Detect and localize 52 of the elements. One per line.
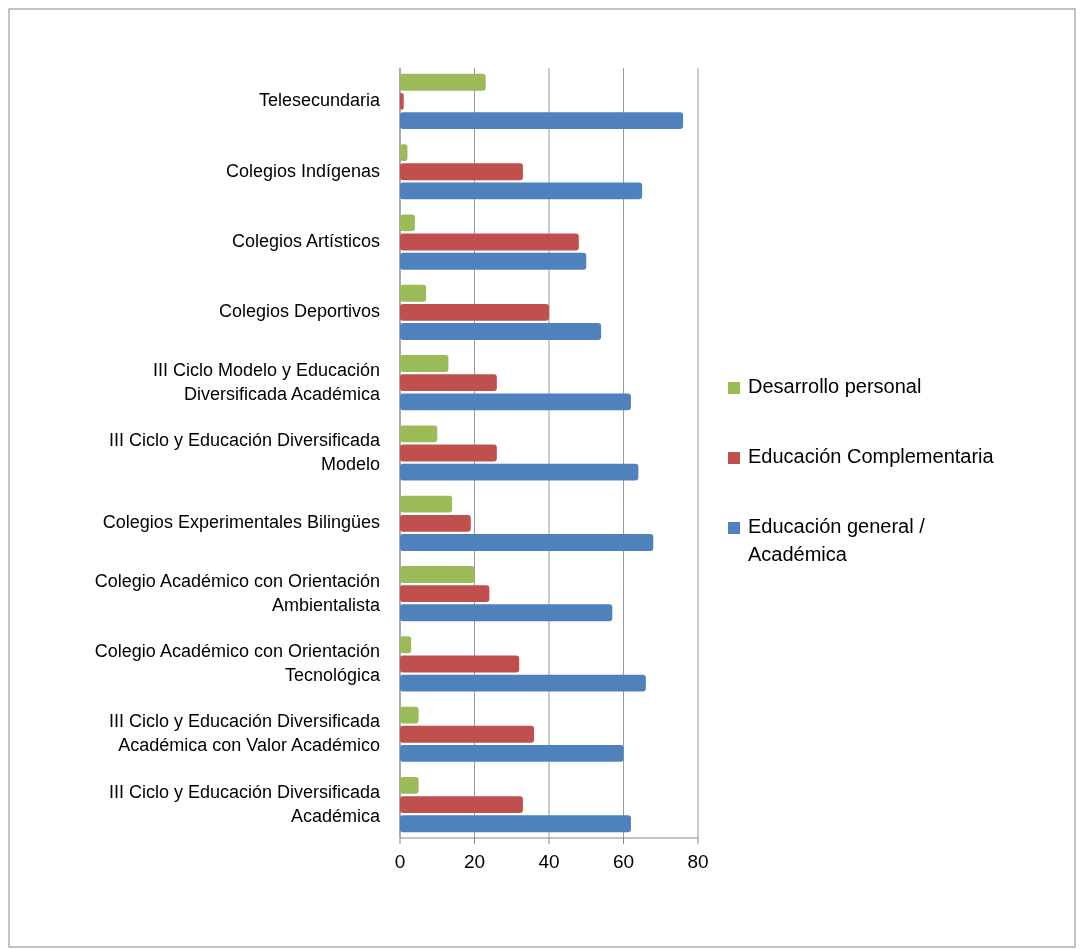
- bar: [400, 182, 643, 200]
- bar: [400, 112, 684, 129]
- legend-label: Desarrollo personal: [748, 375, 922, 398]
- x-tick-label: 0: [394, 851, 406, 872]
- bar: [400, 655, 520, 673]
- bar: [400, 323, 602, 340]
- y-tick-label: Colegios Indígenas: [225, 160, 380, 181]
- y-tick-label: III Ciclo y Educación Diversificada Modelo: [108, 429, 381, 474]
- y-tick-label: Colegio Académico con Orientación Tecnológica: [94, 640, 381, 685]
- bar: [400, 815, 631, 833]
- bar: [400, 777, 419, 794]
- x-tick-label: 60: [612, 851, 635, 872]
- y-tick-label: III Ciclo Modelo y Educación Diversificada Académica: [152, 359, 381, 404]
- bar: [400, 425, 438, 443]
- bar: [400, 214, 415, 232]
- bar: [400, 303, 549, 321]
- x-tick-label: 40: [538, 851, 560, 872]
- y-tick-label: Telesecundaria: [258, 90, 381, 111]
- bar: [400, 534, 654, 551]
- bar: [400, 92, 404, 110]
- bar: [400, 566, 475, 583]
- bar: [400, 745, 624, 762]
- legend-label: Educación Complementaria: [748, 445, 995, 468]
- y-tick-label: Colegio Académico con Orientación Ambientalista: [94, 570, 381, 615]
- bar: [400, 674, 646, 692]
- y-tick-label: III Ciclo y Educación Diversificada Académica: [108, 781, 381, 826]
- y-tick-label: III Ciclo y Educación Diversificada Académica con Valor Académico: [108, 711, 381, 756]
- bar: [400, 252, 587, 270]
- bar: [400, 514, 471, 532]
- bar: [400, 796, 523, 814]
- bar: [400, 463, 639, 481]
- bar: [400, 284, 427, 302]
- legend-label: Educación general / Académica: [748, 515, 926, 566]
- bar: [400, 725, 535, 743]
- x-tick-label: 80: [687, 851, 709, 872]
- bar: [400, 374, 497, 392]
- y-tick-label: Colegios Artísticos: [231, 230, 380, 251]
- bar: [400, 636, 412, 654]
- bar: [400, 355, 449, 372]
- y-tick-label: Colegios Deportivos: [218, 301, 380, 322]
- x-tick-label: 20: [463, 851, 486, 872]
- bar: [400, 73, 486, 91]
- bar: [400, 233, 579, 251]
- y-tick-label: Colegios Experimentales Bilingües: [102, 512, 380, 533]
- bar: [400, 585, 490, 603]
- bar: [400, 393, 631, 411]
- bar: [400, 163, 523, 181]
- bar: [400, 444, 497, 462]
- bar: [400, 495, 453, 513]
- bar: [400, 144, 408, 161]
- bar: [400, 706, 419, 724]
- bar: [400, 604, 613, 622]
